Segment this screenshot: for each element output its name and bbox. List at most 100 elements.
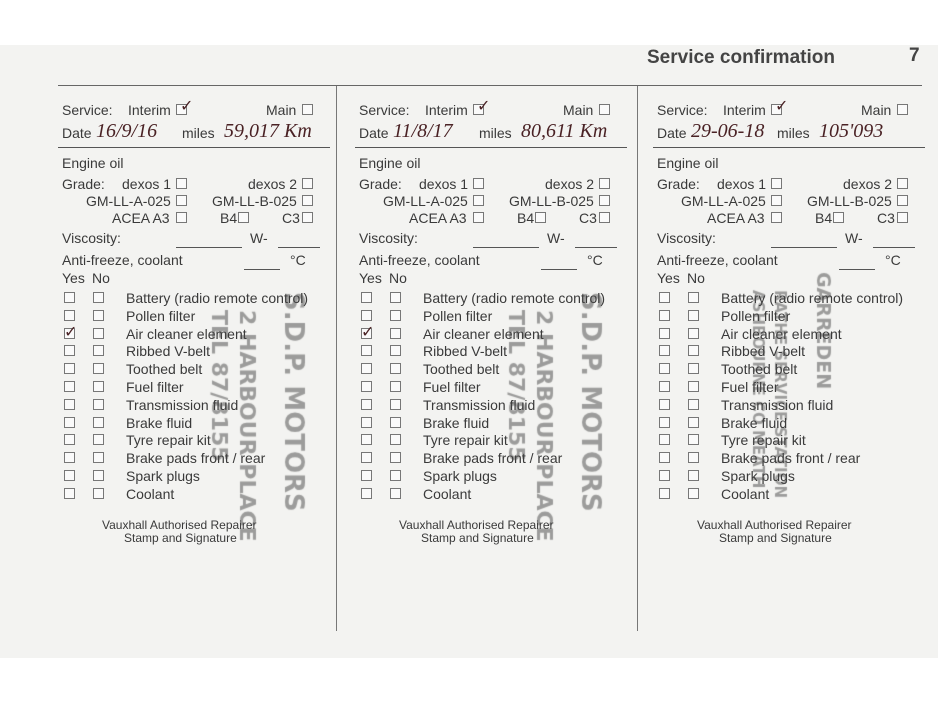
no-checkbox[interactable] [390, 398, 401, 410]
yes-checkbox[interactable] [361, 470, 372, 481]
no-checkbox[interactable] [688, 309, 699, 321]
no-checkbox[interactable] [390, 292, 401, 303]
no-checkbox[interactable] [93, 327, 104, 339]
yes-checkbox[interactable] [361, 452, 372, 464]
gm-ll-b-025-checkbox[interactable] [897, 195, 908, 206]
yes-checkbox[interactable] [361, 434, 372, 446]
dexos2-checkbox[interactable] [599, 178, 610, 189]
no-checkbox[interactable] [688, 292, 699, 303]
no-checkbox[interactable] [93, 470, 104, 481]
no-checkbox[interactable] [688, 327, 699, 339]
yes-checkbox[interactable] [361, 345, 372, 357]
yes-checkbox[interactable] [361, 309, 372, 321]
yes-checkbox[interactable] [659, 345, 670, 357]
date-value[interactable]: 29-06-18 [691, 120, 765, 142]
no-checkbox[interactable] [688, 381, 699, 392]
dexos2-checkbox[interactable] [302, 178, 313, 189]
viscosity-w-field[interactable] [278, 247, 320, 248]
no-checkbox[interactable] [93, 381, 104, 392]
dexos2-checkbox[interactable] [897, 178, 908, 189]
acea-a3-checkbox[interactable] [473, 212, 484, 223]
yes-checkbox[interactable] [361, 363, 372, 375]
date-value[interactable]: 11/8/17 [393, 120, 453, 142]
no-checkbox[interactable] [688, 416, 699, 428]
no-checkbox[interactable] [390, 309, 401, 321]
acea-a3-checkbox[interactable] [176, 212, 187, 223]
viscosity-field[interactable] [771, 247, 837, 248]
date-value[interactable]: 16/9/16 [96, 120, 158, 142]
yes-checkbox[interactable] [64, 363, 75, 375]
yes-checkbox[interactable] [659, 398, 670, 410]
main-checkbox[interactable] [897, 104, 908, 115]
miles-value[interactable]: 105'093 [819, 120, 884, 142]
yes-checkbox[interactable] [64, 292, 75, 303]
yes-checkbox[interactable] [64, 416, 75, 428]
no-checkbox[interactable] [390, 416, 401, 428]
yes-checkbox[interactable] [659, 452, 670, 464]
yes-checkbox[interactable] [64, 381, 75, 392]
yes-checkbox[interactable] [64, 487, 75, 499]
c3-checkbox[interactable] [302, 212, 313, 223]
b4-checkbox[interactable] [833, 212, 844, 223]
yes-checkbox[interactable] [659, 470, 670, 481]
yes-checkbox[interactable] [659, 327, 670, 339]
viscosity-field[interactable] [473, 247, 539, 248]
no-checkbox[interactable] [688, 470, 699, 481]
dexos1-checkbox[interactable] [176, 178, 187, 189]
antifreeze-field[interactable] [541, 269, 577, 270]
no-checkbox[interactable] [688, 363, 699, 375]
gm-ll-b-025-checkbox[interactable] [302, 195, 313, 206]
no-checkbox[interactable] [93, 309, 104, 321]
viscosity-w-field[interactable] [575, 247, 617, 248]
gm-ll-a-025-checkbox[interactable] [771, 195, 782, 206]
c3-checkbox[interactable] [897, 212, 908, 223]
viscosity-w-field[interactable] [873, 247, 915, 248]
no-checkbox[interactable] [93, 398, 104, 410]
gm-ll-a-025-checkbox[interactable] [176, 195, 187, 206]
no-checkbox[interactable] [390, 381, 401, 392]
antifreeze-field[interactable] [244, 269, 280, 270]
yes-checkbox[interactable] [659, 434, 670, 446]
yes-checkbox[interactable] [64, 434, 75, 446]
yes-checkbox[interactable] [64, 470, 75, 481]
yes-checkbox[interactable] [361, 398, 372, 410]
no-checkbox[interactable] [390, 470, 401, 481]
no-checkbox[interactable] [390, 345, 401, 357]
dexos1-checkbox[interactable] [473, 178, 484, 189]
no-checkbox[interactable] [93, 292, 104, 303]
c3-checkbox[interactable] [599, 212, 610, 223]
b4-checkbox[interactable] [535, 212, 546, 223]
yes-checkbox[interactable] [659, 309, 670, 321]
no-checkbox[interactable] [390, 327, 401, 339]
miles-value[interactable]: 80,611 Km [521, 120, 608, 142]
no-checkbox[interactable] [688, 345, 699, 357]
no-checkbox[interactable] [93, 363, 104, 375]
yes-checkbox[interactable] [64, 398, 75, 410]
no-checkbox[interactable] [688, 452, 699, 464]
yes-checkbox[interactable] [659, 381, 670, 392]
no-checkbox[interactable] [93, 416, 104, 428]
miles-value[interactable]: 59,017 Km [224, 120, 312, 142]
yes-checkbox[interactable] [659, 363, 670, 375]
main-checkbox[interactable] [599, 104, 610, 115]
main-checkbox[interactable] [302, 104, 313, 115]
antifreeze-field[interactable] [839, 269, 875, 270]
no-checkbox[interactable] [93, 452, 104, 464]
yes-checkbox[interactable] [361, 381, 372, 392]
yes-checkbox[interactable] [64, 345, 75, 357]
no-checkbox[interactable] [390, 434, 401, 446]
no-checkbox[interactable] [390, 363, 401, 375]
yes-checkbox[interactable] [64, 309, 75, 321]
viscosity-field[interactable] [176, 247, 242, 248]
yes-checkbox[interactable] [361, 487, 372, 499]
gm-ll-b-025-checkbox[interactable] [599, 195, 610, 206]
yes-checkbox[interactable] [659, 292, 670, 303]
b4-checkbox[interactable] [238, 212, 249, 223]
acea-a3-checkbox[interactable] [771, 212, 782, 223]
no-checkbox[interactable] [93, 345, 104, 357]
no-checkbox[interactable] [688, 434, 699, 446]
no-checkbox[interactable] [688, 487, 699, 499]
yes-checkbox[interactable] [659, 487, 670, 499]
no-checkbox[interactable] [390, 452, 401, 464]
gm-ll-a-025-checkbox[interactable] [473, 195, 484, 206]
